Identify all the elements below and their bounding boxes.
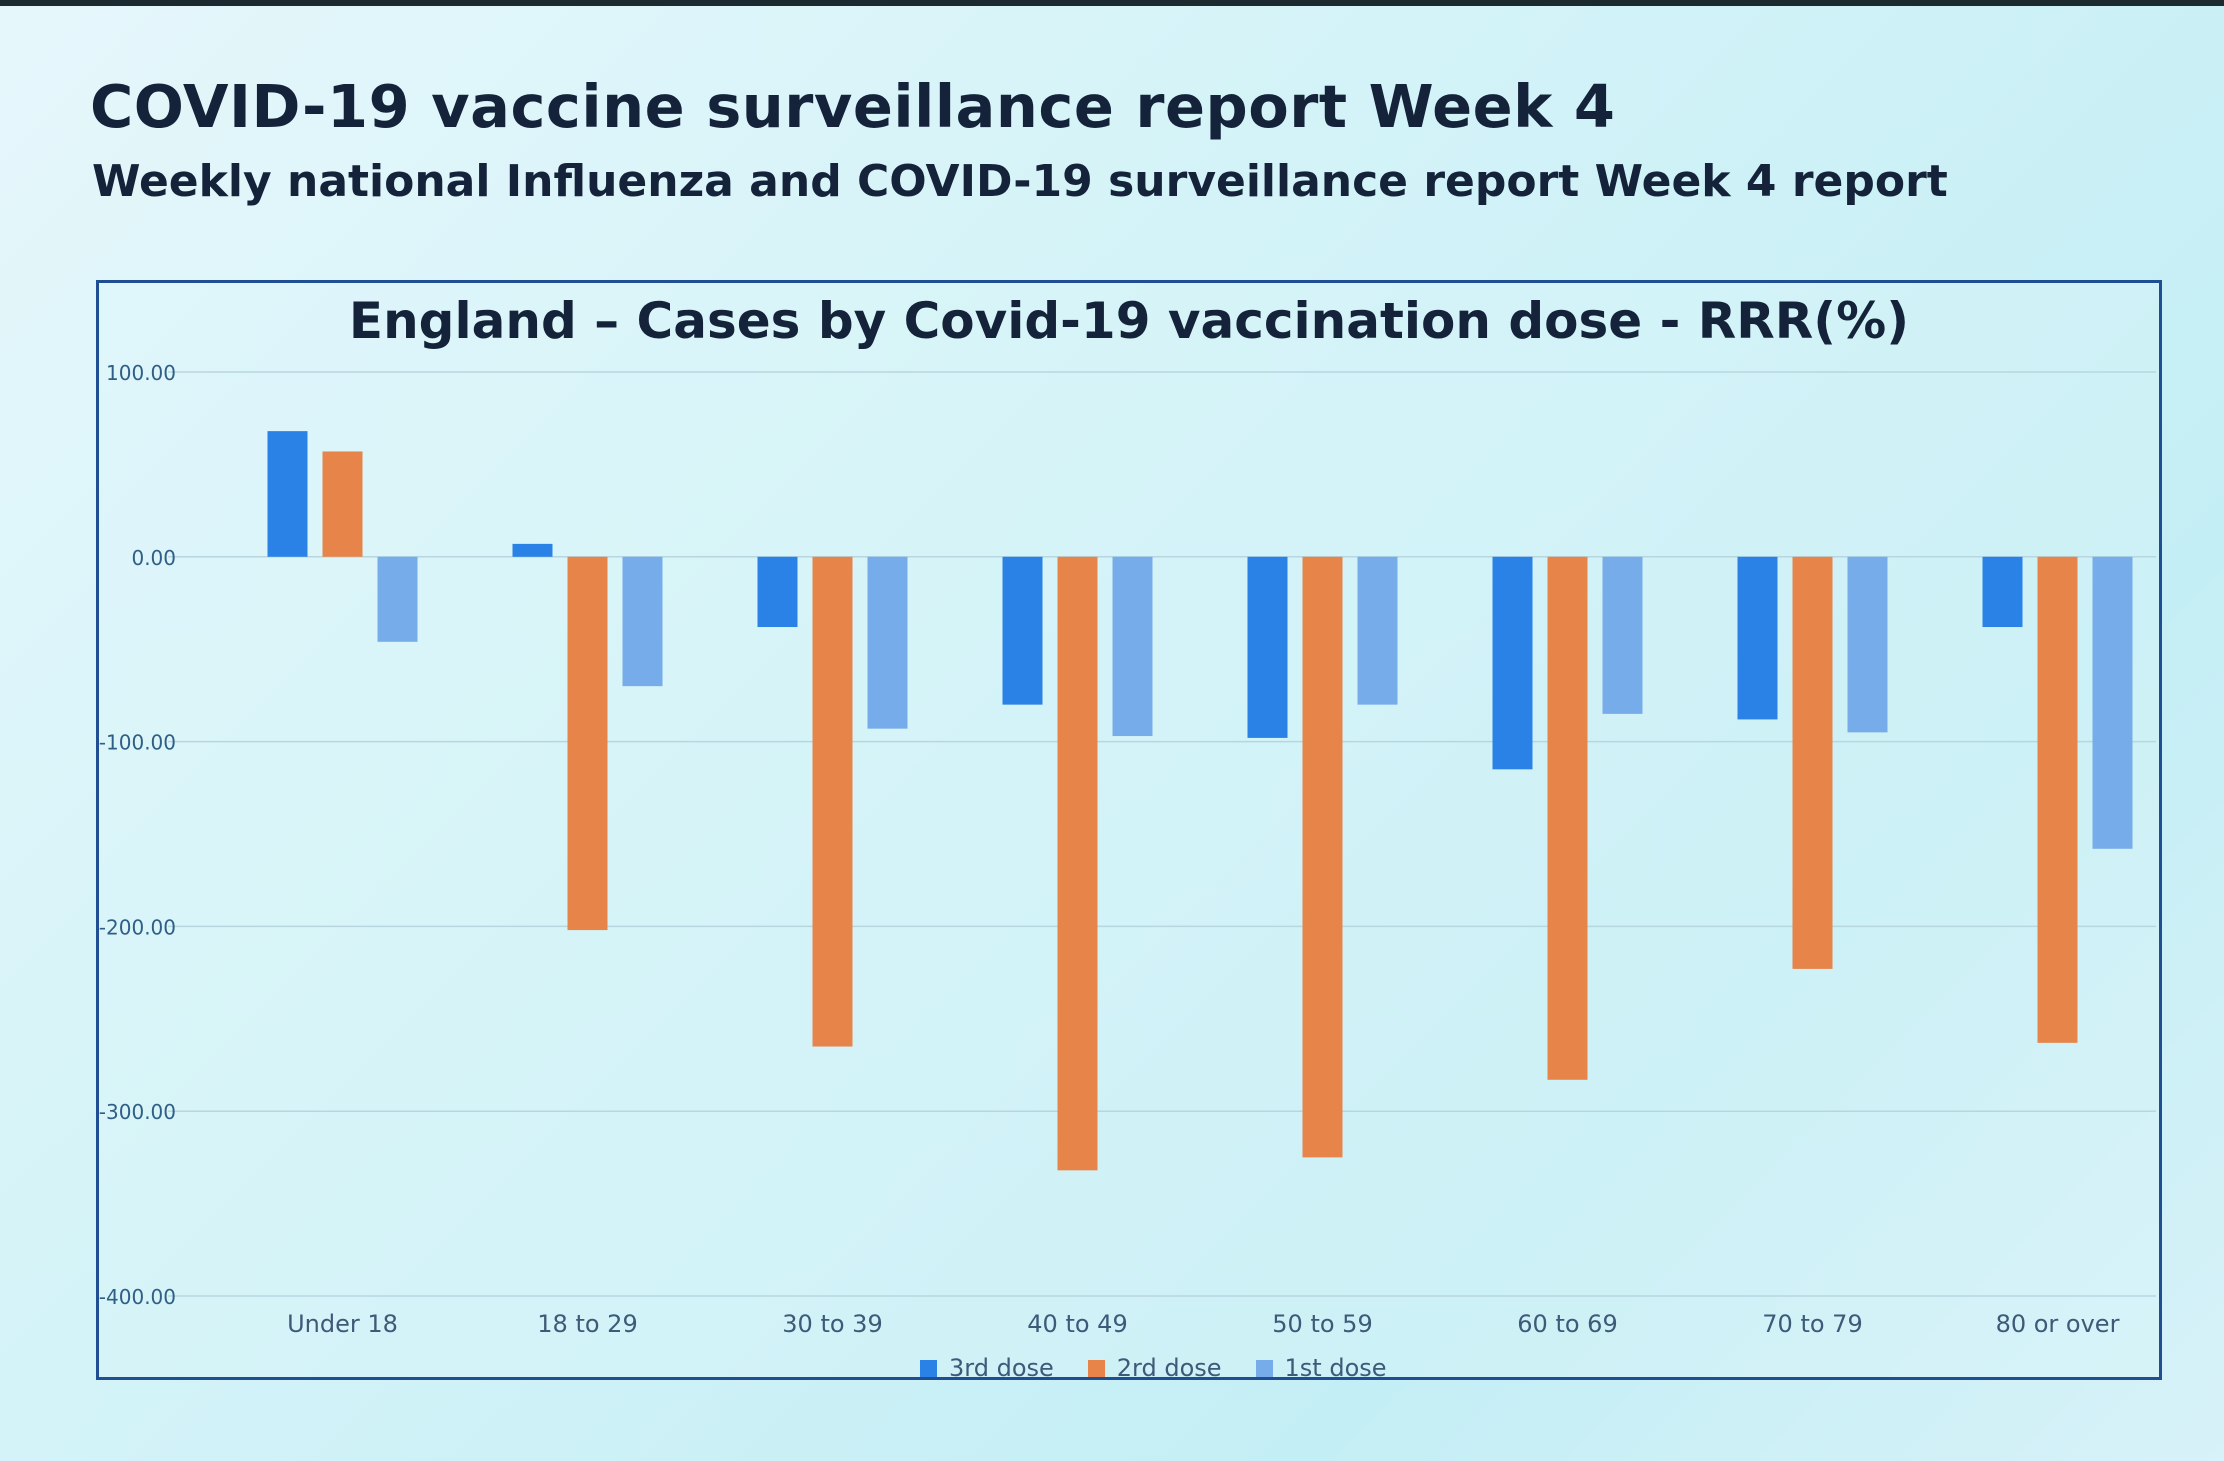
bar-1st-dose: [2092, 556, 2133, 849]
page-subtitle: Weekly national Influenza and COVID-19 s…: [92, 156, 1948, 207]
bar-2rd-dose: [1547, 556, 1588, 1080]
chart-title: England – Cases by Covid-19 vaccination …: [348, 292, 1910, 350]
legend-item-3rd-dose: 3rd dose: [920, 1354, 1054, 1382]
top-bar: [0, 0, 2224, 6]
y-tick-label: 0.00: [131, 546, 176, 570]
bar-2rd-dose: [2037, 556, 2078, 1043]
bar-2rd-dose: [812, 556, 853, 1047]
y-tick-label: -200.00: [99, 915, 176, 939]
bar-2rd-dose: [1792, 556, 1833, 969]
legend-label-2rd-dose: 2rd dose: [1116, 1354, 1222, 1382]
x-tick-label: 80 or over: [1996, 1310, 2120, 1338]
bar-2rd-dose: [1057, 556, 1098, 1171]
y-tick-label: -400.00: [99, 1285, 176, 1309]
bar-1st-dose: [1357, 556, 1398, 705]
bar-2rd-dose: [322, 451, 363, 557]
bar-3rd-dose: [1002, 556, 1043, 705]
bar-1st-dose: [1847, 556, 1888, 733]
x-tick-label: 70 to 79: [1762, 1310, 1862, 1338]
legend-swatch-1st-dose: [1255, 1359, 1273, 1377]
bar-1st-dose: [1112, 556, 1153, 737]
chart-legend: 3rd dose 2rd dose 1st dose: [920, 1354, 1387, 1382]
legend-item-1st-dose: 1st dose: [1255, 1354, 1387, 1382]
x-tick-label: 60 to 69: [1517, 1310, 1617, 1338]
x-tick-label: Under 18: [287, 1310, 398, 1338]
bar-1st-dose: [1602, 556, 1643, 714]
page-title: COVID-19 vaccine surveillance report Wee…: [90, 72, 1616, 141]
bar-1st-dose: [622, 556, 663, 687]
x-tick-label: 50 to 59: [1272, 1310, 1372, 1338]
bar-2rd-dose: [1302, 556, 1343, 1158]
y-tick-label: -300.00: [99, 1100, 176, 1124]
legend-label-1st-dose: 1st dose: [1284, 1354, 1387, 1382]
y-tick-label: 100.00: [106, 361, 176, 385]
bar-1st-dose: [867, 556, 908, 729]
x-tick-label: 30 to 39: [782, 1310, 882, 1338]
y-tick-label: -100.00: [99, 731, 176, 755]
bar-3rd-dose: [267, 431, 308, 557]
legend-swatch-3rd-dose: [920, 1359, 937, 1377]
chart-plot: 100.00 0.00 -100.00 -200.00 -300.00 -400.00 Un…: [99, 361, 2156, 1338]
x-tick-label: 18 to 29: [537, 1310, 637, 1338]
bar-2rd-dose: [567, 556, 608, 931]
bar-3rd-dose: [757, 556, 798, 628]
bar-1st-dose: [377, 556, 418, 642]
bar-3rd-dose: [1492, 556, 1533, 770]
legend-label-3rd-dose: 3rd dose: [949, 1354, 1054, 1382]
x-tick-label: 40 to 49: [1027, 1310, 1127, 1338]
bar-3rd-dose: [512, 543, 553, 557]
legend-swatch-2rd-dose: [1087, 1359, 1105, 1377]
legend-item-2rd-dose: 2rd dose: [1087, 1354, 1222, 1382]
bar-3rd-dose: [1982, 556, 2023, 628]
bar-3rd-dose: [1737, 556, 1778, 720]
bar-3rd-dose: [1247, 556, 1288, 738]
